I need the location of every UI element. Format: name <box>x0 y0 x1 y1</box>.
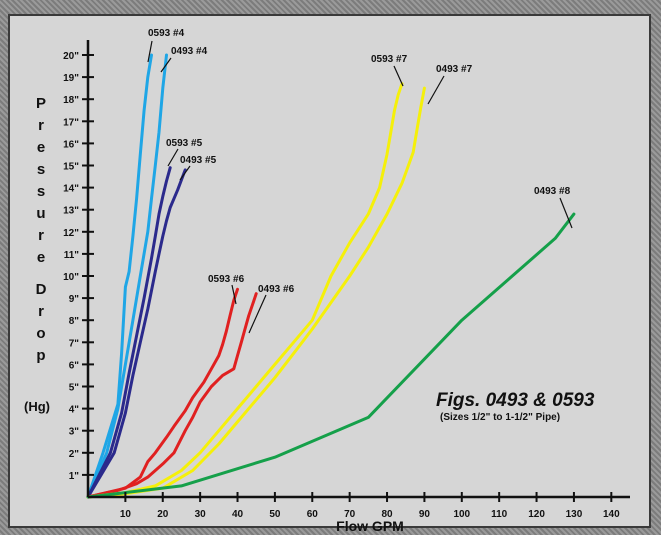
series-layer <box>86 53 576 499</box>
y-tick-label: 6" <box>69 360 80 371</box>
y-tick-label: 14" <box>63 184 79 195</box>
y-tick-label: 10" <box>63 272 79 283</box>
series-callout-line <box>248 294 267 334</box>
y-axis-label-letter: o <box>36 325 45 342</box>
series-line <box>86 86 426 499</box>
y-tick-label: 13" <box>63 206 79 217</box>
y-axis-label-letter: D <box>36 281 47 298</box>
x-tick-label: 110 <box>491 509 508 520</box>
y-axis-label-letter: e <box>37 249 45 266</box>
x-tick-label: 90 <box>419 509 431 520</box>
x-tick-label: 20 <box>157 509 169 520</box>
y-tick-label: 9" <box>69 294 80 305</box>
x-tick-label: 10 <box>120 509 132 520</box>
series-line <box>86 168 187 499</box>
series-callout-line <box>559 197 573 229</box>
y-tick-label: 17" <box>63 117 79 128</box>
series-line <box>86 166 172 499</box>
series-callout-label: 0493 #5 <box>180 155 217 166</box>
y-tick-label: 1" <box>69 471 80 482</box>
y-axis-label-letter: e <box>37 139 45 156</box>
y-axis-label-letter: P <box>36 95 46 112</box>
y-axis-label-letter: r <box>38 117 44 134</box>
x-tick-label: 60 <box>307 509 319 520</box>
x-tick-label: 30 <box>195 509 207 520</box>
y-tick-label: 7" <box>69 338 80 349</box>
x-axis-label: Flow GPM <box>336 518 404 534</box>
series-callout-label: 0593 #6 <box>208 274 245 285</box>
y-axis-label-letter: u <box>36 205 45 222</box>
y-tick-label: 16" <box>63 139 79 150</box>
y-tick-label: 20" <box>63 51 79 62</box>
y-axis-label-letter: r <box>38 227 44 244</box>
y-axis-label-letter: s <box>37 183 45 200</box>
series-line <box>86 287 239 499</box>
series-callout-line <box>179 165 191 181</box>
x-tick-label: 140 <box>603 509 620 520</box>
y-tick-label: 11" <box>64 250 80 261</box>
x-tick-label: 50 <box>269 509 281 520</box>
chart-panel <box>8 14 651 528</box>
series-callout-label: 0593 #5 <box>166 138 203 149</box>
y-tick-label: 4" <box>69 405 80 416</box>
y-axis-label-letter: p <box>36 347 45 364</box>
figure-title: Figs. 0493 & 0593 <box>436 390 595 411</box>
y-tick-label: 18" <box>63 95 79 106</box>
y-tick-label: 15" <box>63 162 79 173</box>
series-callout-label: 0493 #4 <box>171 46 208 57</box>
series-line <box>86 292 258 499</box>
series-line <box>86 53 168 499</box>
y-tick-label: 8" <box>69 316 80 327</box>
figure-subtitle: (Sizes 1/2" to 1-1/2" Pipe) <box>440 412 560 423</box>
series-callout-label: 0593 #4 <box>148 28 185 39</box>
y-axis-unit-label: (Hg) <box>24 399 50 414</box>
series-callout-line <box>167 148 179 167</box>
y-axis-label-letter: s <box>37 161 45 178</box>
x-tick-label: 120 <box>528 509 545 520</box>
series-callout-line <box>393 65 404 87</box>
series-callout-label: 0493 #6 <box>258 284 295 295</box>
y-tick-label: 5" <box>69 383 80 394</box>
series-line <box>86 212 576 499</box>
x-tick-label: 100 <box>453 509 470 520</box>
series-callout-label: 0593 #7 <box>371 54 408 65</box>
x-tick-label: 40 <box>232 509 244 520</box>
series-labels-layer: 0593 #4 0493 #4 0593 #5 0493 #5 0593 #6 0493 … <box>147 28 573 334</box>
series-callout-line <box>231 284 237 305</box>
x-tick-label: 70 <box>344 509 356 520</box>
series-callout-line <box>147 40 153 63</box>
series-callout-line <box>427 75 445 105</box>
series-line <box>86 82 404 499</box>
x-tick-label: 80 <box>381 509 393 520</box>
y-axis-label-letter: r <box>38 303 44 320</box>
axes-layer <box>86 40 630 499</box>
y-tick-label: 3" <box>69 427 80 438</box>
series-callout-label: 0493 #8 <box>534 186 571 197</box>
ticks-layer: 10 20 30 40 50 60 70 80 90 100 110 120 130 140 1" 2" 3" 4… <box>63 51 620 520</box>
series-callout-label: 0493 #7 <box>436 64 473 75</box>
series-callout-line <box>160 57 172 73</box>
y-tick-label: 19" <box>63 73 79 84</box>
y-tick-label: 2" <box>69 449 80 460</box>
x-tick-label: 130 <box>566 509 583 520</box>
y-tick-label: 12" <box>63 228 79 239</box>
